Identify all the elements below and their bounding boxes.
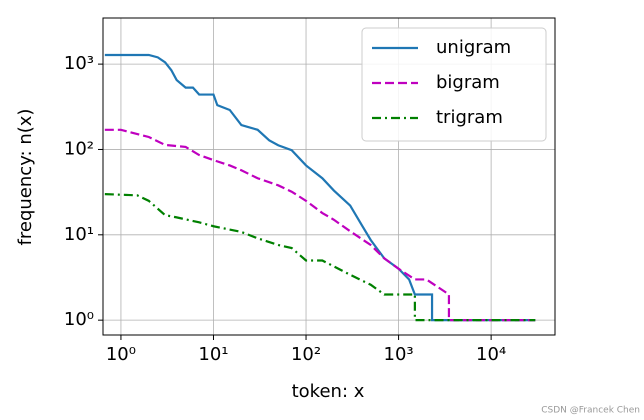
legend-box	[361, 27, 547, 142]
x-tick-label: 10²	[291, 344, 321, 365]
legend-label: unigram	[436, 37, 511, 58]
series-line	[104, 128, 536, 322]
y-tick-label: 10⁰	[64, 309, 94, 330]
x-axis-label: token: x	[292, 381, 365, 402]
series-line	[104, 192, 536, 322]
watermark: CSDN @Francek Chen	[541, 406, 640, 416]
y-tick-label: 10³	[64, 53, 94, 74]
legend-label: bigram	[436, 72, 500, 93]
x-tick-label: 10⁴	[476, 344, 506, 365]
x-tick-label: 10⁰	[106, 344, 136, 365]
y-tick-label: 10¹	[64, 224, 94, 245]
y-axis-label: frequency: n(x)	[15, 109, 36, 246]
legend-label: trigram	[436, 107, 503, 128]
y-tick-label: 10²	[64, 138, 94, 159]
x-tick-label: 10³	[384, 344, 414, 365]
plot-frame	[102, 17, 556, 336]
x-tick-label: 10¹	[198, 344, 228, 365]
